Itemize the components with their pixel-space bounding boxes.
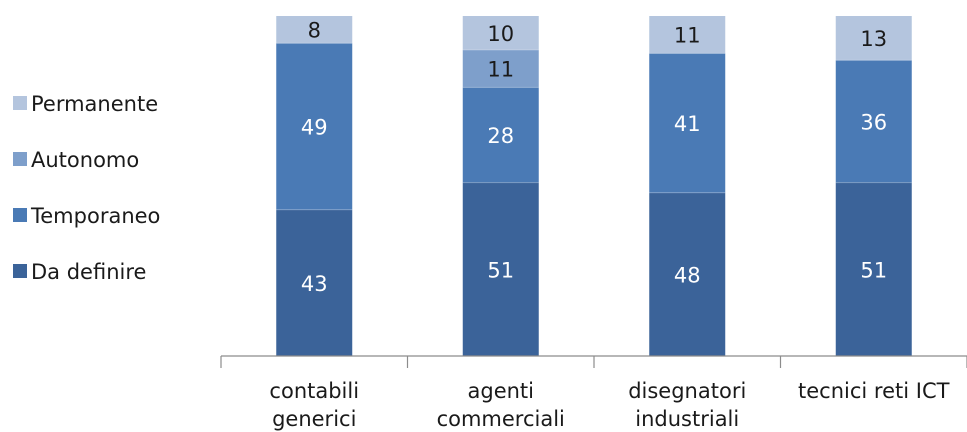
data-label: 10 bbox=[487, 22, 514, 46]
category-label: industriali bbox=[635, 407, 739, 431]
legend-swatch bbox=[13, 96, 27, 110]
data-label: 11 bbox=[487, 58, 514, 82]
data-label: 49 bbox=[301, 116, 328, 140]
data-label: 51 bbox=[860, 258, 887, 282]
data-label: 43 bbox=[301, 272, 328, 296]
category-label: contabili bbox=[269, 379, 359, 403]
bar-segment bbox=[835, 60, 912, 183]
category-label: disegnatori bbox=[628, 379, 746, 403]
bar-segment bbox=[276, 16, 353, 44]
data-label: 13 bbox=[860, 27, 887, 51]
data-label: 41 bbox=[674, 112, 701, 136]
legend-label: Da definire bbox=[31, 260, 146, 284]
data-label: 36 bbox=[860, 110, 887, 134]
bar-segment bbox=[835, 16, 912, 61]
bar-segment bbox=[276, 209, 353, 356]
bar-segment bbox=[835, 182, 912, 356]
bar-segment bbox=[649, 16, 726, 54]
legend-swatch bbox=[13, 152, 27, 166]
data-label: 51 bbox=[487, 258, 514, 282]
bar-segment bbox=[462, 182, 539, 356]
legend-swatch bbox=[13, 264, 27, 278]
bar-segment bbox=[462, 16, 539, 50]
bar-segment bbox=[649, 53, 726, 193]
legend-swatch bbox=[13, 208, 27, 222]
bar-segment bbox=[276, 43, 353, 210]
bar-segment bbox=[462, 87, 539, 183]
category-label: agenti bbox=[468, 379, 535, 403]
legend: Permanente Autonomo Temporaneo Da definire bbox=[13, 92, 160, 284]
legend-label: Autonomo bbox=[31, 148, 139, 172]
bar-segment bbox=[462, 50, 539, 88]
legend-label: Permanente bbox=[31, 92, 158, 116]
data-label: 28 bbox=[487, 124, 514, 148]
category-label: generici bbox=[272, 407, 356, 431]
category-label: commerciali bbox=[437, 407, 565, 431]
legend-label: Temporaneo bbox=[30, 204, 160, 228]
bar-segment bbox=[649, 192, 726, 356]
category-label: tecnici reti ICT bbox=[798, 379, 950, 403]
data-label: 11 bbox=[674, 24, 701, 48]
x-axis: contabili generici agenti commerciali disegn… bbox=[220, 355, 967, 431]
data-label: 8 bbox=[308, 19, 321, 43]
bars: 43 49 8 51 28 11 10 48 41 11 51 36 13 bbox=[276, 16, 912, 356]
data-label: 48 bbox=[674, 263, 701, 287]
